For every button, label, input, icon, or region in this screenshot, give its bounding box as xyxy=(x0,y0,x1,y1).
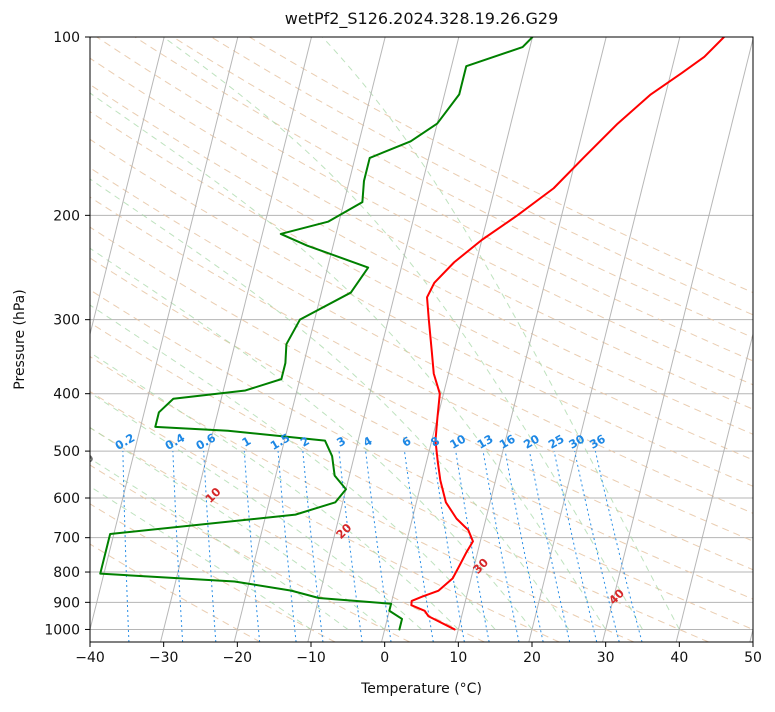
isotherm-17 xyxy=(528,37,681,642)
isotherm-14 xyxy=(307,37,460,642)
isotherm-16 xyxy=(454,37,607,642)
x-tick-label-8: 30 xyxy=(597,650,615,666)
y-axis-label: Pressure (hPa) xyxy=(12,289,28,389)
mixing-ratio-label-14: 16 xyxy=(497,432,518,452)
x-tick-label-4: −10 xyxy=(296,650,326,666)
isotherm-19 xyxy=(675,332,753,642)
dry-adiabat-17 xyxy=(96,37,753,386)
axis-ticks: −40 −30 −20 −10 0 10 20 30 40 5010009008007006005… xyxy=(44,30,762,666)
moist-adiabat-9 xyxy=(90,92,607,630)
y-tick-label-2: 900 xyxy=(53,595,80,611)
mixing-ratio-line-18 xyxy=(594,450,643,642)
temperature-profile xyxy=(410,37,726,631)
x-tick-label-10: 50 xyxy=(744,650,762,666)
dry-adiabat-11 xyxy=(90,196,753,542)
moist-adiabat-4 xyxy=(90,392,422,630)
moist-adiabat-3 xyxy=(90,426,385,630)
mixing-ratio-line-14 xyxy=(504,451,544,642)
mixing-ratio-lines xyxy=(122,450,643,642)
y-tick-label-9: 200 xyxy=(53,208,80,224)
moist-adiabat-5 xyxy=(90,351,459,630)
mixing-ratio-label-15: 20 xyxy=(521,432,542,452)
moist-adiabat-2 xyxy=(90,457,349,630)
x-tick-label-1: −40 xyxy=(75,650,105,666)
x-tick-label-7: 20 xyxy=(523,650,541,666)
isotherm-18 xyxy=(602,37,753,642)
dry-adiabat-1 xyxy=(90,543,261,642)
isotherm-20 xyxy=(749,627,753,642)
moist-adiabat-8 xyxy=(90,178,570,630)
isotherm-11 xyxy=(90,37,239,632)
y-tick-label-10: 100 xyxy=(53,30,80,46)
y-tick-label-7: 400 xyxy=(53,387,80,403)
dry-adiabat-7 xyxy=(90,322,709,642)
dry-adiabat-14 xyxy=(90,111,753,461)
mixing-ratio-line-13 xyxy=(482,451,520,642)
y-tick-label-5: 600 xyxy=(53,491,80,507)
moist-adiabat-10 xyxy=(163,37,643,630)
mixing-ratio-line-16 xyxy=(553,451,598,642)
mixing-ratio-label-16: 25 xyxy=(546,432,567,452)
chart-title: wetPf2_S126.2024.328.19.26.G29 xyxy=(285,9,559,29)
dry-adiabat-16 xyxy=(90,57,753,410)
y-tick-label-8: 300 xyxy=(53,313,80,329)
dry-adiabat-13 xyxy=(90,138,753,487)
x-tick-label-9: 40 xyxy=(670,650,688,666)
isotherm-13 xyxy=(233,37,386,642)
mixing-ratio-label-18: 36 xyxy=(587,432,608,452)
plot-frame xyxy=(89,36,754,643)
x-tick-label-3: −20 xyxy=(223,650,253,666)
dry-adiabats xyxy=(90,37,753,642)
y-tick-label-3: 800 xyxy=(53,565,80,581)
y-tick-label-4: 700 xyxy=(53,531,80,547)
isotherm-10 xyxy=(90,37,165,337)
dry-adiabat-6 xyxy=(90,355,635,642)
plot-background xyxy=(90,37,753,642)
x-axis-label: Temperature (°C) xyxy=(360,681,482,697)
moist-adiabat-7 xyxy=(90,247,533,630)
mixing-ratio-label-12: 10 xyxy=(447,432,468,452)
dry-adiabat-15 xyxy=(90,84,753,435)
theta-label-gray-1: 0 xyxy=(81,451,97,467)
dry-adiabat-9 xyxy=(90,257,753,600)
y-tick-label-6: 500 xyxy=(53,444,80,460)
isotherms xyxy=(90,37,753,642)
x-tick-label-2: −30 xyxy=(149,650,179,666)
isotherm-12 xyxy=(160,37,312,642)
isotherm-15 xyxy=(381,37,533,642)
mixing-ratio-line-17 xyxy=(574,450,620,642)
dry-adiabat-10 xyxy=(90,226,753,571)
x-tick-label-5: 0 xyxy=(380,650,389,666)
x-tick-label-6: 10 xyxy=(449,650,467,666)
moist-adiabat-11 xyxy=(321,37,680,630)
dewpoint-profile xyxy=(99,37,534,631)
mixing-ratio-label-17: 30 xyxy=(566,432,587,452)
dry-adiabat-8 xyxy=(90,289,753,630)
mixing-ratio-line-15 xyxy=(528,451,571,642)
dry-adiabat-2 xyxy=(90,503,336,642)
sounding-profiles xyxy=(99,37,726,631)
dry-adiabat-18 xyxy=(134,37,753,362)
dry-adiabat-5 xyxy=(90,390,560,642)
mixing-ratio-label-13: 13 xyxy=(475,432,496,452)
y-tick-label-1: 1000 xyxy=(44,622,80,638)
